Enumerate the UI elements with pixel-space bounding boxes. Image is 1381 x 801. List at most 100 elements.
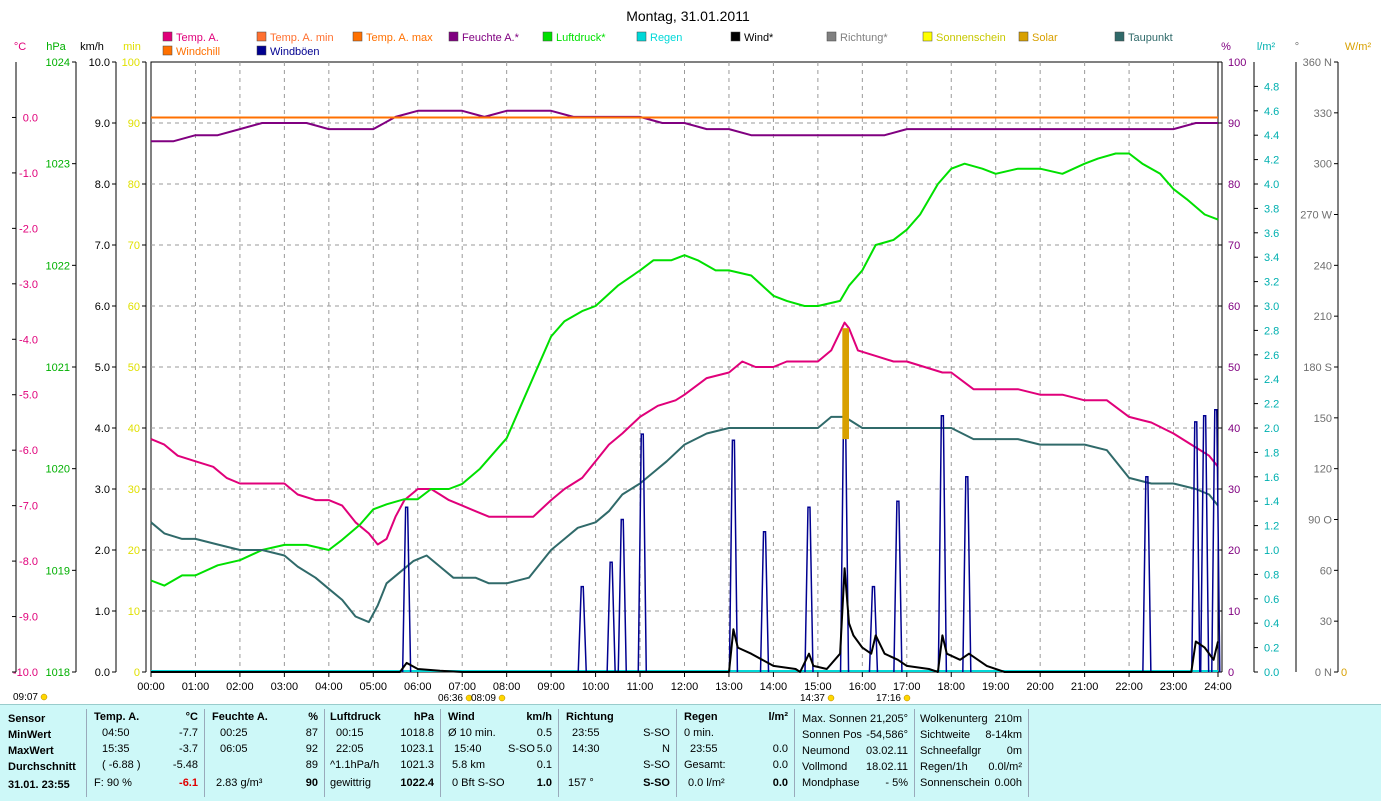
legend-label: Temp. A. xyxy=(176,32,219,44)
extra-row3-val: 0m xyxy=(1006,745,1022,757)
direction-tick-label: 300 xyxy=(1314,159,1332,171)
time-tick-label: 14:00 xyxy=(760,681,788,693)
temp-header: Temp. A. xyxy=(94,711,140,723)
rain-tick-label: 4.8 xyxy=(1264,81,1279,93)
plot-area xyxy=(150,109,1221,673)
time-tick-label: 24:00 xyxy=(1204,681,1232,693)
extra-row2-label: Sichtweite xyxy=(920,729,971,741)
direction-tick-label: 120 xyxy=(1314,464,1332,476)
rain-current: 0.0 xyxy=(772,777,788,789)
rain-tick-label: 1.4 xyxy=(1264,496,1279,508)
humidity-tick-label: 0 xyxy=(1228,667,1234,679)
humidity-header: Feuchte A. xyxy=(212,711,268,723)
time-tick-label: 20:00 xyxy=(1026,681,1054,693)
wind-max-dir: S-SO xyxy=(508,743,535,755)
legend-label: Richtung* xyxy=(840,32,888,44)
astro-block: Max. Sonnen 21,205° Sonnen Pos -54,586° … xyxy=(798,709,915,797)
temp-tick-label: -1.0 xyxy=(19,168,38,180)
temp-tick-label: -2.0 xyxy=(19,223,38,235)
humidity-max-val: 92 xyxy=(305,743,318,755)
time-tick-label: 16:00 xyxy=(849,681,877,693)
temp-avg-val: -5.48 xyxy=(172,759,198,771)
astro-row4-label: Vollmond xyxy=(802,761,848,773)
time-marker-label: 08:09 xyxy=(471,693,496,704)
direction-tick-label: 0 N xyxy=(1315,667,1332,679)
rain-tick-label: 2.8 xyxy=(1264,325,1279,337)
wind-header: Wind xyxy=(448,711,475,723)
legend-label: Temp. A. max xyxy=(366,32,433,44)
legend-label: Regen xyxy=(650,32,682,44)
legend-swatch xyxy=(162,31,173,42)
wind-tick-label: 7.0 xyxy=(95,240,110,252)
time-tick-label: 09:00 xyxy=(537,681,565,693)
direction-row2-time: 14:30 xyxy=(572,743,600,755)
rain-tick-label: 4.6 xyxy=(1264,106,1279,118)
time-tick-label: 21:00 xyxy=(1071,681,1099,693)
gust-spike xyxy=(759,530,770,673)
min-tick-label: 10 xyxy=(128,606,140,618)
chart-title: Montag, 31.01.2011 xyxy=(626,8,750,24)
wind-tick-label: 4.0 xyxy=(95,423,110,435)
humidity-tick-label: 90 xyxy=(1228,118,1240,130)
wind-max-time: 15:40 xyxy=(454,743,482,755)
legend-label: Sonnenschein xyxy=(936,32,1006,44)
wind-run: 5.8 km xyxy=(452,759,486,771)
rain-tick-label: 1.2 xyxy=(1264,521,1279,533)
temp-tick-label: -3.0 xyxy=(19,279,38,291)
solar-tick-label: 0 xyxy=(1341,667,1347,679)
rain-unit: l/m² xyxy=(768,711,788,723)
wind-tick-label: 1.0 xyxy=(95,606,110,618)
rain-tick-label: 1.6 xyxy=(1264,472,1279,484)
axis-unit: min xyxy=(123,41,141,53)
temp-min-val: -7.7 xyxy=(179,727,198,739)
gust-spike xyxy=(1142,476,1152,673)
time-tick-label: 03:00 xyxy=(271,681,299,693)
time-tick-label: 23:00 xyxy=(1160,681,1188,693)
axis-unit: °C xyxy=(14,41,26,53)
extra-row4-val: 0.0l/m² xyxy=(988,761,1022,773)
direction-tick-label: 90 O xyxy=(1308,515,1332,527)
rain-total-val: 0.0 xyxy=(772,759,788,771)
extra-row4-label: Regen/1h xyxy=(920,761,968,773)
time-tick-label: 12:00 xyxy=(671,681,699,693)
temp-tick-label: -7.0 xyxy=(19,501,38,513)
axis-unit: hPa xyxy=(46,41,66,53)
rain-tick-label: 3.8 xyxy=(1264,203,1279,215)
series-wind xyxy=(151,567,1219,673)
rain-block: Regen l/m² 0 min. 23:55 0.0 Gesamt: 0.0 … xyxy=(678,709,795,797)
temp-current: -6.1 xyxy=(179,777,198,789)
rain-tick-label: 2.0 xyxy=(1264,423,1279,435)
legend-swatch xyxy=(1114,31,1125,42)
direction-block: Richtung 23:55 S-SO 14:30 N S-SO 157 ° S… xyxy=(560,709,677,797)
legend-swatch xyxy=(542,31,553,42)
pressure-tick-label: 1023 xyxy=(46,159,70,171)
pressure-forecast: gewittrig xyxy=(330,777,371,789)
rain-tick-label: 4.4 xyxy=(1264,130,1279,142)
humidity-current: 90 xyxy=(305,777,318,789)
pressure-max-val: 1023.1 xyxy=(400,743,434,755)
pressure-trend: ^1.1hPa/h xyxy=(330,759,380,771)
humidity-tick-label: 30 xyxy=(1228,484,1240,496)
direction-tick-label: 240 xyxy=(1314,260,1332,272)
extra-row5-label: Sonnenschein xyxy=(920,777,990,789)
extra-row5-val: 0.00h xyxy=(994,777,1022,789)
astro-row3-label: Neumond xyxy=(802,745,850,757)
wind-tick-label: 3.0 xyxy=(95,484,110,496)
direction-tick-label: 60 xyxy=(1320,565,1332,577)
time-marker-label: 14:37 xyxy=(800,693,825,704)
legend-label: Windchill xyxy=(176,46,220,58)
time-tick-label: 01:00 xyxy=(182,681,210,693)
temp-max-time: 15:35 xyxy=(102,743,130,755)
sensor-row-max: MaxWert xyxy=(8,745,54,757)
time-tick-label: 07:00 xyxy=(448,681,476,693)
time-tick-label: 13:00 xyxy=(715,681,743,693)
astro-row1-val: 21,205° xyxy=(869,713,908,725)
pressure-avg-val: 1021.3 xyxy=(400,759,434,771)
legend-swatch xyxy=(826,31,837,42)
legend-label: Luftdruck* xyxy=(556,32,606,44)
legend-swatch xyxy=(448,31,459,42)
axis-unit: l/m² xyxy=(1257,41,1276,53)
time-marker-label: 06:36 xyxy=(438,693,463,704)
extra-block: Wolkenunterg 210m Sichtweite 8-14km Schn… xyxy=(916,709,1029,797)
min-tick-label: 90 xyxy=(128,118,140,130)
